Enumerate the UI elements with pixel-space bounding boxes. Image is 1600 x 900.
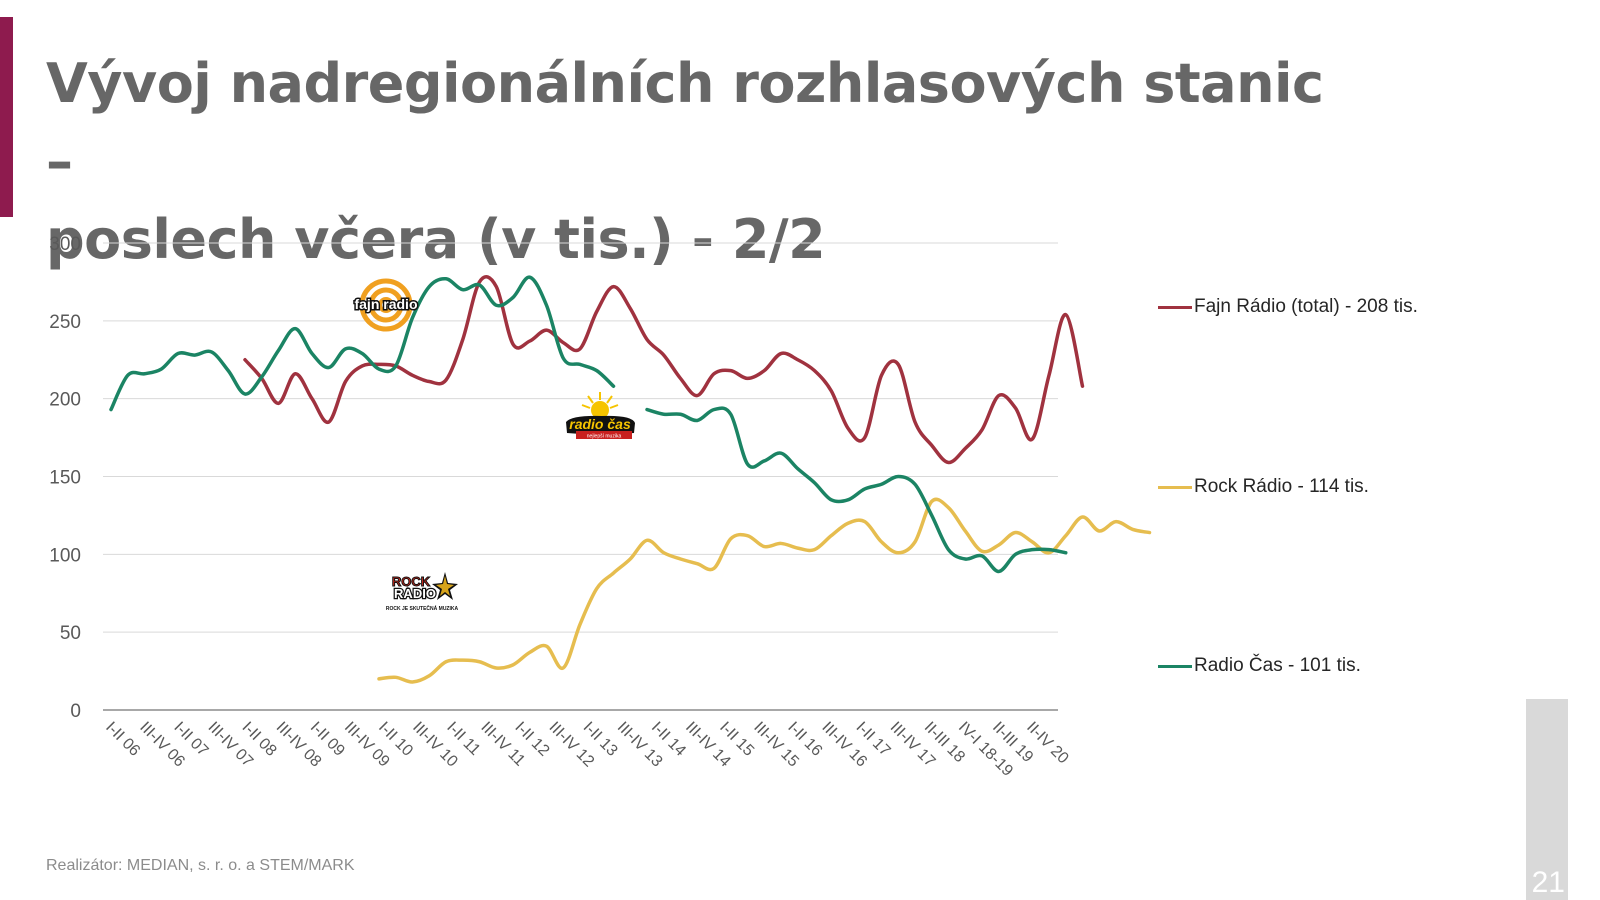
legend-label: Radio Čas - 101 tis. — [1194, 655, 1361, 676]
svg-text:radio čas: radio čas — [569, 416, 631, 432]
chart-series — [109, 275, 1152, 684]
source-footer: Realizátor: MEDIAN, s. r. o. a STEM/MARK — [46, 857, 355, 874]
title-line-2: poslech včera (v tis.) - 2/2 — [46, 208, 826, 271]
svg-text:RADIO: RADIO — [394, 586, 436, 601]
y-tick-label: 300 — [49, 234, 81, 255]
svg-text:ROCK JE SKUTEČNÁ MUZIKA: ROCK JE SKUTEČNÁ MUZIKA — [386, 605, 459, 612]
series-line — [645, 406, 1068, 574]
svg-text:nejlepší muzika: nejlepší muzika — [587, 434, 622, 440]
radio-cas-logo: radio čas nejlepší muzika — [562, 390, 638, 442]
y-tick-label: 250 — [49, 312, 81, 333]
legend-item-fajn-radio: Fajn Rádio (total) - 208 tis. — [1158, 295, 1418, 319]
svg-text:fajn radio: fajn radio — [354, 296, 417, 312]
rock-radio-logo: ROCK RADIO ROCK JE SKUTEČNÁ MUZIKA — [385, 570, 459, 614]
y-tick-label: 50 — [60, 623, 81, 644]
svg-text:ROCK: ROCK — [392, 574, 431, 589]
chart-gridlines — [103, 242, 1058, 711]
series-line — [243, 275, 1085, 465]
accent-bar — [0, 17, 13, 217]
y-tick-label: 200 — [49, 390, 81, 411]
fajn-radio-logo: fajn radio — [350, 278, 422, 332]
legend-swatch-green — [1158, 664, 1192, 668]
y-tick-label: 100 — [49, 545, 81, 566]
page-title: Vývoj nadregionálních rozhlasových stani… — [46, 45, 1346, 279]
page-number-box: 21 — [1526, 699, 1568, 900]
series-line — [377, 497, 1152, 684]
legend-item-radio-cas: Radio Čas - 101 tis. — [1158, 654, 1361, 678]
x-tick-label: I-II 06 — [102, 719, 143, 760]
series-line — [109, 275, 616, 412]
page-number: 21 — [1531, 866, 1565, 899]
y-axis-ticks: 0 50 100 150 200 250 300 — [49, 234, 81, 722]
x-tick-label: II-IV 20 — [1023, 719, 1072, 768]
legend-label: Fajn Rádio (total) - 208 tis. — [1194, 296, 1418, 317]
legend-swatch-red — [1158, 305, 1192, 309]
legend-label: Rock Rádio - 114 tis. — [1194, 476, 1369, 497]
legend-item-rock-radio: Rock Rádio - 114 tis. — [1158, 475, 1369, 499]
y-tick-label: 150 — [49, 468, 81, 489]
legend-swatch-yellow — [1158, 485, 1192, 489]
y-tick-label: 0 — [70, 701, 81, 722]
title-line-1: Vývoj nadregionálních rozhlasových stani… — [46, 52, 1324, 193]
